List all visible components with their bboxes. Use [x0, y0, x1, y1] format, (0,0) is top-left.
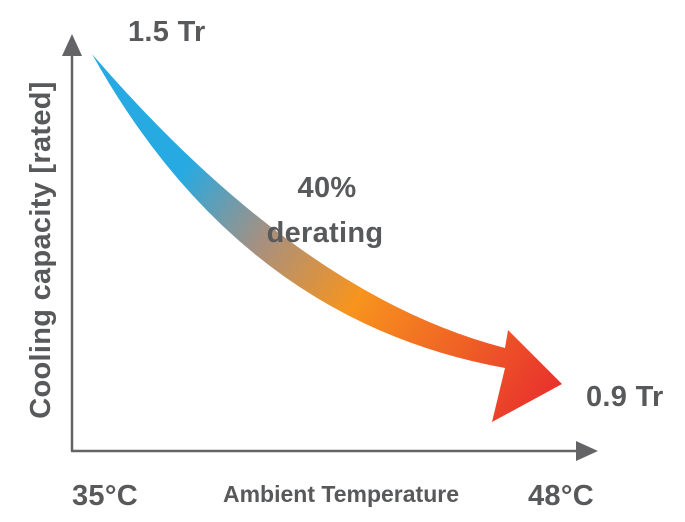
- start-capacity-label: 1.5 Tr: [128, 16, 206, 48]
- derating-percent-label: 40%: [298, 172, 357, 204]
- y-axis-arrowhead: [62, 34, 82, 56]
- x-start-temperature: 35°C: [72, 480, 138, 512]
- derating-word-label: derating: [267, 217, 384, 249]
- end-capacity-label: 0.9 Tr: [586, 381, 664, 413]
- axes: [62, 34, 598, 461]
- x-end-temperature: 48°C: [528, 480, 594, 512]
- x-axis-arrowhead: [576, 441, 598, 461]
- derating-curve-arrow: [92, 54, 562, 422]
- y-axis-title: Cooling capacity [rated]: [25, 81, 57, 419]
- x-axis-title: Ambient Temperature: [223, 481, 459, 507]
